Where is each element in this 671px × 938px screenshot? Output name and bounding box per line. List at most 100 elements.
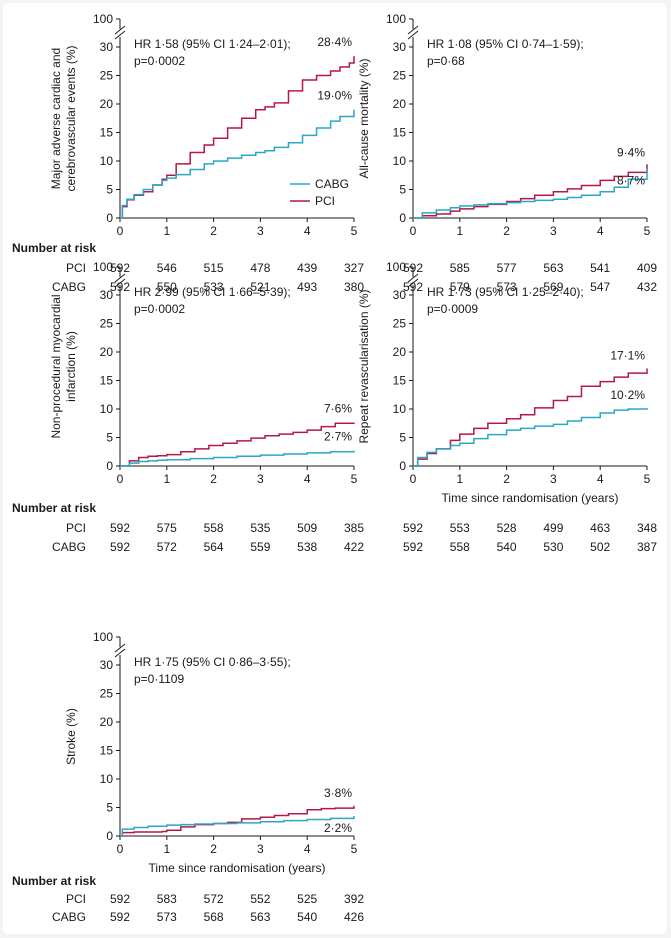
series-pci xyxy=(413,164,648,219)
end-label-cabg: 2·7% xyxy=(324,430,352,444)
y-tick-label: 10 xyxy=(393,154,407,168)
risk-value: 327 xyxy=(344,261,364,275)
risk-value: 563 xyxy=(250,910,270,924)
risk-value: 558 xyxy=(204,521,224,535)
x-tick-label: 4 xyxy=(304,224,311,238)
x-tick-label: 4 xyxy=(304,472,311,486)
risk-value: 515 xyxy=(204,261,224,275)
hr-annotation: HR 1·75 (95% CI 0·86–3·55); xyxy=(134,655,291,669)
x-tick-label: 3 xyxy=(550,224,557,238)
risk-value: 525 xyxy=(297,892,317,906)
risk-value: 533 xyxy=(204,280,224,294)
legend-label-cabg: CABG xyxy=(315,177,349,191)
y-tick-label: 30 xyxy=(100,658,114,672)
y-tick-label: 0 xyxy=(399,211,406,225)
y-axis-break xyxy=(114,643,126,658)
x-tick-label: 5 xyxy=(644,224,651,238)
risk-value: 426 xyxy=(344,910,364,924)
x-tick-label: 0 xyxy=(117,472,124,486)
x-tick-label: 2 xyxy=(210,842,217,856)
risk-value: 540 xyxy=(497,540,517,554)
y-tick-label: 100 xyxy=(386,12,406,26)
risk-value: 547 xyxy=(590,280,610,294)
x-axis-label: Time since randomisation (years) xyxy=(149,861,326,875)
x-tick-label: 0 xyxy=(410,472,417,486)
y-axis-label: Repeat revascularisation (%) xyxy=(357,289,371,443)
y-axis-label: infarction (%) xyxy=(64,331,78,402)
y-tick-label: 5 xyxy=(106,183,113,197)
y-tick-label: 10 xyxy=(393,402,407,416)
panel-revasc: 100 0 5 10 15 20 25 30 0 1 2 3 4 5 Repeat revascularis… xyxy=(357,260,657,554)
risk-value: 553 xyxy=(450,521,470,535)
y-tick-label: 15 xyxy=(100,126,114,140)
risk-value: 348 xyxy=(637,521,657,535)
y-tick-label: 30 xyxy=(100,40,114,54)
risk-value: 573 xyxy=(157,910,177,924)
risk-value: 573 xyxy=(497,280,517,294)
end-label-cabg: 10·2% xyxy=(610,388,645,402)
risk-value: 563 xyxy=(543,261,563,275)
risk-value: 541 xyxy=(590,261,610,275)
risk-table-title: Number at risk xyxy=(12,874,96,888)
risk-row-label: CABG xyxy=(52,280,86,294)
y-tick-label: 100 xyxy=(93,260,113,274)
figure-frame xyxy=(3,3,667,934)
y-axis-label: cerebrovascular events (%) xyxy=(64,45,78,191)
risk-value: 380 xyxy=(344,280,364,294)
risk-value: 422 xyxy=(344,540,364,554)
y-tick-label: 30 xyxy=(393,288,407,302)
y-tick-label: 15 xyxy=(393,374,407,388)
x-tick-label: 0 xyxy=(410,224,417,238)
risk-value: 530 xyxy=(543,540,563,554)
y-tick-label: 20 xyxy=(100,97,114,111)
legend-label-pci: PCI xyxy=(315,194,335,208)
end-label-cabg: 2·2% xyxy=(324,821,352,835)
x-tick-label: 2 xyxy=(210,224,217,238)
y-tick-label: 5 xyxy=(106,801,113,815)
y-tick-label: 30 xyxy=(100,288,114,302)
y-axis-label: Stroke (%) xyxy=(64,708,78,765)
risk-value: 592 xyxy=(403,540,423,554)
x-tick-label: 4 xyxy=(597,472,604,486)
y-axis-label: All-cause mortality (%) xyxy=(357,58,371,178)
y-axis-label: Non-procedural myocardial xyxy=(49,294,63,438)
series-pci xyxy=(120,805,355,837)
y-axis-break xyxy=(407,273,419,288)
risk-value: 568 xyxy=(204,910,224,924)
y-tick-label: 5 xyxy=(399,431,406,445)
risk-value: 572 xyxy=(157,540,177,554)
y-tick-label: 5 xyxy=(106,431,113,445)
risk-row-label: PCI xyxy=(66,892,86,906)
risk-value: 559 xyxy=(250,540,270,554)
risk-value: 592 xyxy=(403,521,423,535)
x-tick-label: 0 xyxy=(117,842,124,856)
y-axis-label: Major adverse cardiac and xyxy=(49,48,63,189)
end-label-cabg: 19·0% xyxy=(317,89,352,103)
risk-value: 569 xyxy=(543,280,563,294)
risk-table-title: Number at risk xyxy=(12,241,96,255)
risk-row-label: CABG xyxy=(52,910,86,924)
risk-value: 546 xyxy=(157,261,177,275)
risk-value: 592 xyxy=(110,910,130,924)
risk-value: 558 xyxy=(450,540,470,554)
risk-value: 439 xyxy=(297,261,317,275)
y-tick-label: 100 xyxy=(93,12,113,26)
risk-value: 493 xyxy=(297,280,317,294)
y-tick-label: 0 xyxy=(106,211,113,225)
risk-value: 552 xyxy=(250,892,270,906)
y-tick-label: 10 xyxy=(100,154,114,168)
hr-annotation: HR 1·73 (95% CI 1·25–2·40); xyxy=(427,285,584,299)
y-tick-label: 10 xyxy=(100,772,114,786)
y-tick-label: 25 xyxy=(100,687,114,701)
y-tick-label: 5 xyxy=(399,183,406,197)
x-tick-label: 4 xyxy=(304,842,311,856)
x-tick-label: 3 xyxy=(257,472,264,486)
risk-row-label: PCI xyxy=(66,521,86,535)
x-tick-label: 5 xyxy=(351,224,358,238)
risk-value: 572 xyxy=(204,892,224,906)
hr-annotation: HR 1·08 (95% CI 0·74–1·59); xyxy=(427,37,584,51)
y-tick-label: 25 xyxy=(100,69,114,83)
risk-value: 499 xyxy=(543,521,563,535)
end-label-pci: 3·8% xyxy=(324,786,352,800)
